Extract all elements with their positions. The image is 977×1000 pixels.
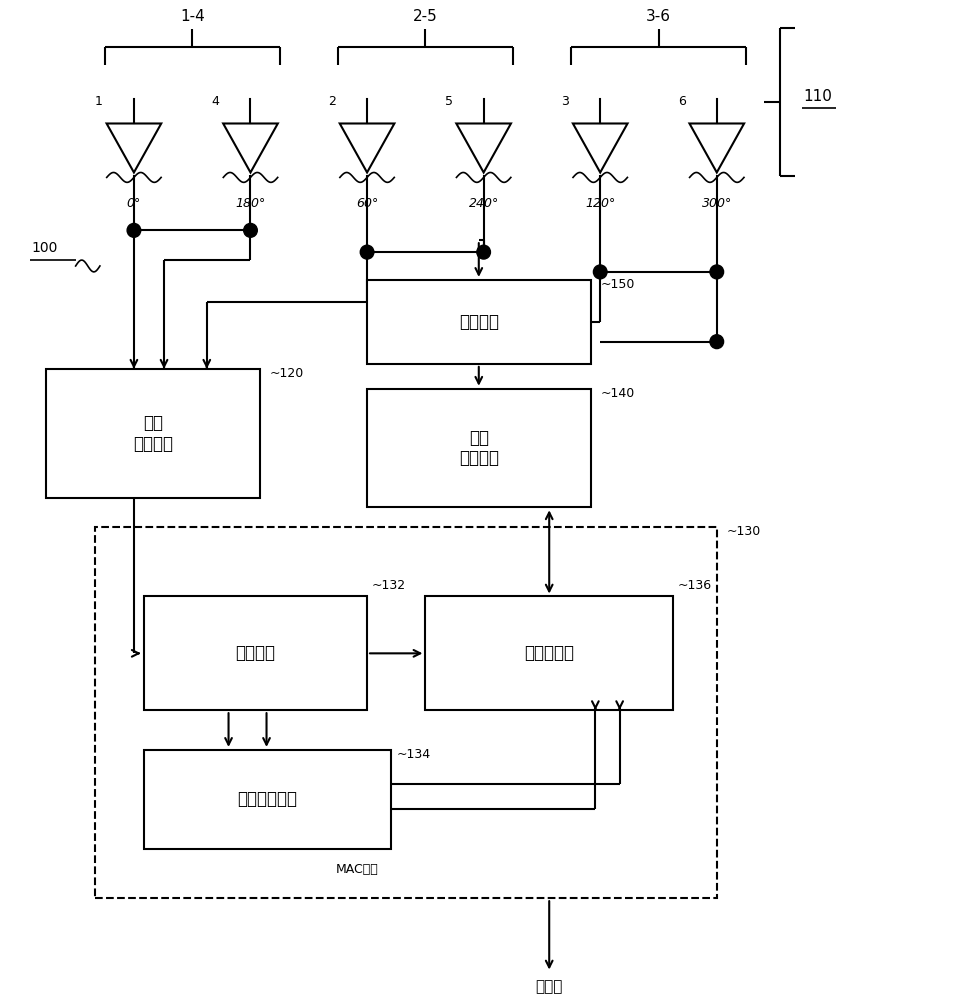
Text: 2-5: 2-5 [413,9,438,24]
Text: 6: 6 [678,95,686,108]
Text: 载波
检测单元: 载波 检测单元 [133,414,173,453]
Text: ~136: ~136 [678,579,712,592]
Circle shape [593,265,607,279]
Text: 2: 2 [328,95,336,108]
Text: 1: 1 [95,95,103,108]
Text: 4: 4 [212,95,220,108]
Text: 5: 5 [445,95,452,108]
Bar [144,596,367,710]
Text: 240°: 240° [469,197,499,210]
Text: 120°: 120° [585,197,616,210]
Text: 帧处理单元: 帧处理单元 [525,644,574,662]
Text: MAC单元: MAC单元 [336,863,379,876]
Text: 60°: 60° [356,197,378,210]
Circle shape [361,245,374,259]
Text: ~130: ~130 [727,525,761,538]
Text: ~150: ~150 [600,278,635,291]
Text: 信标处理单元: 信标处理单元 [237,790,297,808]
Bar [144,750,392,849]
Text: 100: 100 [32,241,59,255]
Circle shape [710,265,724,279]
Text: 300°: 300° [701,197,732,210]
Text: 切换开关: 切换开关 [459,313,499,331]
Bar [367,389,590,507]
Text: ~134: ~134 [397,748,430,761]
Text: 发送
接收单元: 发送 接收单元 [459,429,499,467]
Circle shape [243,223,257,237]
Text: ~140: ~140 [600,387,634,400]
Text: ~132: ~132 [372,579,406,592]
Circle shape [127,223,141,237]
Text: 110: 110 [803,89,832,104]
Text: ~120: ~120 [270,367,304,380]
Bar [95,527,717,898]
Circle shape [477,245,490,259]
Text: 3-6: 3-6 [646,9,671,24]
Text: 1-4: 1-4 [180,9,204,24]
Text: 0°: 0° [127,197,141,210]
Text: 180°: 180° [235,197,266,210]
Circle shape [710,335,724,349]
Text: 3: 3 [562,95,570,108]
Bar [47,369,260,498]
Text: 控制单元: 控制单元 [235,644,276,662]
Text: 往高层: 往高层 [535,979,563,994]
Bar [367,280,590,364]
Bar [425,596,673,710]
